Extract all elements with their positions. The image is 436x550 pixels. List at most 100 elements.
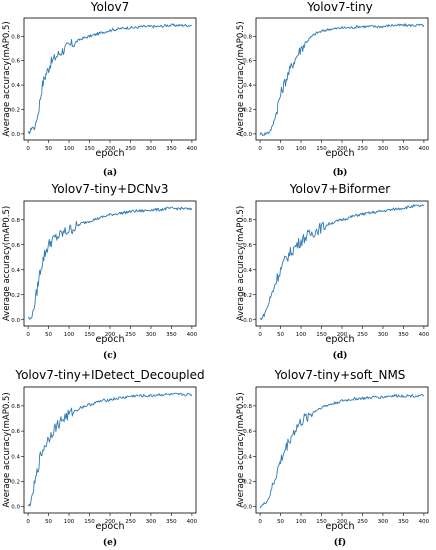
panel-caption: (f) [334,537,346,548]
y-axis-label: Average accuracy(mAP0.5) [236,21,246,136]
x-tick-label: 150 [84,146,95,152]
x-tick-label: 250 [125,332,136,338]
y-tick-label: 0.8 [243,34,252,40]
y-tick-label: 0.4 [243,83,252,89]
x-tick-label: 200 [105,146,116,152]
y-tick-label: 0.2 [243,108,252,114]
plot-frame [255,386,429,514]
y-axis-label: Average accuracy(mAP0.5) [2,392,12,507]
x-tick-label: 0 [26,146,30,152]
chart-title: Yolov7-tiny+soft_NMS [274,368,406,382]
y-tick-label: 0.6 [243,59,252,65]
y-tick-label: 0.0 [243,318,252,324]
x-tick-label: 0 [26,519,30,525]
series-line [259,204,425,320]
x-tick-label: 200 [337,332,348,338]
x-tick-label: 100 [296,332,307,338]
chart-panel-1: 0 50 100 150 200 250 300 350 400 0.0 0.2 0.4 0.6 0.8 Y… [2,0,198,178]
x-tick-label: 100 [296,519,307,525]
x-tick-label: 400 [187,146,198,152]
y-axis-label: Average accuracy(mAP0.5) [2,206,12,321]
y-tick-label: 0.6 [11,429,20,435]
x-tick-label: 300 [146,332,157,338]
y-tick-label: 0.8 [11,34,20,40]
x-tick-label: 150 [84,332,95,338]
x-tick-label: 300 [378,332,389,338]
x-tick-label: 300 [378,146,389,152]
chart-panel-3: 0 50 100 150 200 250 300 350 400 0.0 0.2 0.4 0.6 0.8 Y… [2,182,198,361]
x-tick-label: 50 [277,332,284,338]
x-tick-label: 300 [378,519,389,525]
chart-panel-5: 0 50 100 150 200 250 300 350 400 0.0 0.2 0.4 0.6 0.8 Y… [2,368,205,548]
y-tick-label: 0.4 [11,268,20,274]
y-tick-label: 0.8 [11,218,20,224]
x-tick-label: 250 [125,519,136,525]
y-tick-label: 0.4 [243,268,252,274]
y-tick-label: 0.0 [11,505,20,511]
x-tick-label: 0 [26,332,30,338]
series-line [27,23,192,135]
x-tick-label: 0 [258,332,262,338]
x-tick-label: 400 [187,332,198,338]
x-tick-label: 250 [357,332,368,338]
x-axis-label: epoch [96,148,125,159]
x-tick-label: 50 [45,519,52,525]
chart-title: Yolov7-tiny+DCNv3 [51,182,169,196]
x-tick-label: 350 [398,519,409,525]
x-tick-label: 400 [419,146,430,152]
x-tick-label: 0 [258,146,262,152]
x-axis-label: epoch [326,148,355,159]
x-tick-label: 400 [419,332,430,338]
x-tick-label: 100 [64,332,75,338]
y-tick-label: 0.2 [243,480,252,486]
x-tick-label: 50 [277,519,284,525]
panel-caption: (c) [103,350,117,361]
y-tick-label: 0.6 [243,429,252,435]
x-tick-label: 150 [316,332,327,338]
y-tick-label: 0.0 [11,132,20,138]
x-tick-label: 350 [398,146,409,152]
x-tick-label: 400 [419,519,430,525]
x-tick-label: 400 [187,519,198,525]
chart-title: Yolov7-tiny+IDetect_Decoupled [14,368,204,382]
plot-frame [23,17,197,141]
y-tick-label: 0.4 [243,454,252,460]
x-tick-label: 200 [337,519,348,525]
x-tick-label: 50 [45,332,52,338]
y-tick-label: 0.2 [11,293,20,299]
x-axis-label: epoch [96,334,125,345]
panel-caption: (e) [103,537,117,548]
x-tick-label: 300 [146,519,157,525]
chart-title: Yolov7-tiny [306,0,373,14]
chart-panel-2: 0 50 100 150 200 250 300 350 400 0.0 0.2 0.4 0.6 0.8 Y… [236,0,430,178]
panel-caption: (a) [103,167,117,178]
y-tick-label: 0.0 [243,505,252,511]
y-axis-label: Average accuracy(mAP0.5) [2,21,12,136]
x-tick-label: 200 [105,332,116,338]
x-tick-label: 350 [166,332,177,338]
x-tick-label: 150 [316,519,327,525]
y-tick-label: 0.8 [243,218,252,224]
x-tick-label: 150 [316,146,327,152]
y-tick-label: 0.2 [11,480,20,486]
y-axis-label: Average accuracy(mAP0.5) [236,206,246,321]
y-tick-label: 0.6 [11,59,20,65]
plot-frame [23,200,197,327]
y-tick-label: 0.2 [11,108,20,114]
y-tick-label: 0.8 [243,404,252,410]
y-tick-label: 0.0 [11,318,20,324]
x-axis-label: epoch [326,521,355,532]
panel-caption: (d) [333,350,348,361]
x-tick-label: 100 [64,519,75,525]
panel-caption: (b) [333,167,348,178]
series-line [259,393,424,509]
chart-panel-6: 0 50 100 150 200 250 300 350 400 0.0 0.2 0.4 0.6 0.8 Y… [236,368,430,548]
x-tick-label: 200 [105,519,116,525]
x-tick-label: 250 [357,146,368,152]
y-tick-label: 0.8 [11,404,20,410]
x-tick-label: 100 [296,146,307,152]
series-line [27,206,193,320]
plot-frame [255,17,429,141]
y-tick-label: 0.4 [11,454,20,460]
